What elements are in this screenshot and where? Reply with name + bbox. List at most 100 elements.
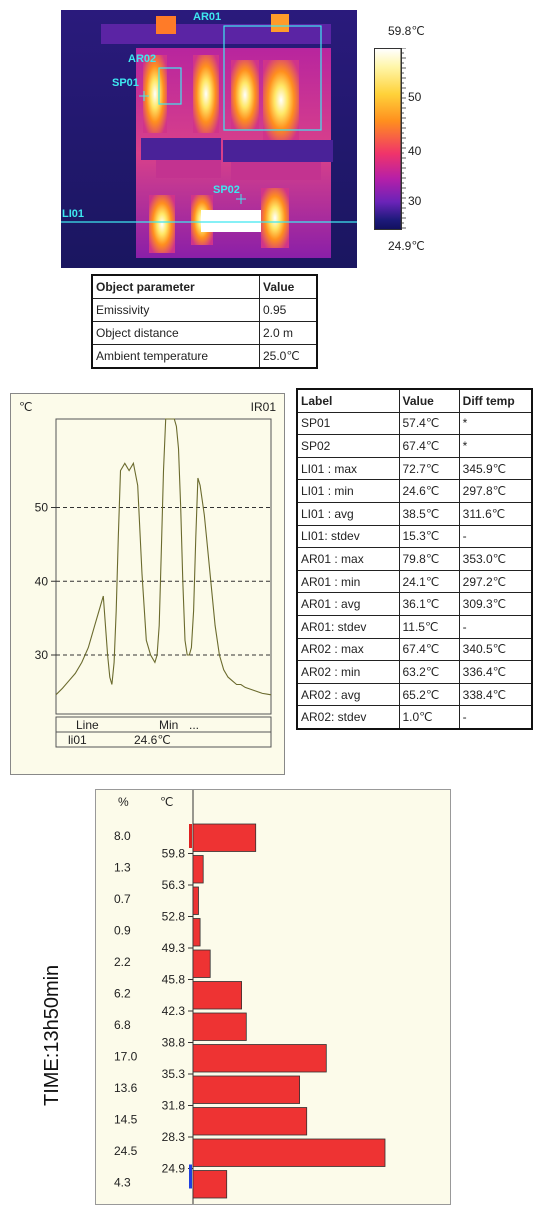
hist-percent-label: 2.2 [114,955,131,969]
table-row: AR02 : min 63.2℃ 336.4℃ [296,660,533,684]
measure-label-cell: AR01 : max [296,547,400,571]
measure-label-cell: AR02: stdev [296,705,400,730]
hist-bar [192,1138,386,1167]
hist-temp-label: 24.9 [162,1162,186,1176]
table-row: LI01: stdev 15.3℃ - [296,524,533,549]
hist-temp-label: 59.8 [162,847,186,861]
measure-header-diff: Diff temp [458,388,533,413]
hist-percent-label: 4.3 [114,1176,131,1190]
profile-legend-col2: Min [159,718,178,732]
hist-percent-label: 13.6 [114,1081,138,1095]
scale-min-label: 24.9℃ [388,239,425,253]
hist-bar [192,918,201,947]
line-profile-chart: ℃ IR01 50 40 30 Line Min ... li01 24.6℃ [19,400,277,748]
thermal-left-band-2 [156,160,226,178]
thermal-hot-top-left [156,16,176,34]
thermal-left-hot-1 [143,55,167,133]
measure-value-cell: 36.1℃ [398,592,460,616]
measure-label-cell: LI01 : min [296,479,400,503]
measure-value-cell: 24.6℃ [398,479,460,503]
measure-diff-cell: 336.4℃ [458,660,533,684]
hist-temp-label: 49.3 [162,941,186,955]
table-row: SP02 67.4℃ * [296,434,533,458]
measure-diff-cell: 338.4℃ [458,682,533,707]
object-parameter-table: Object parameter Value Emissivity 0.95 O… [91,274,318,369]
table-row: SP01 57.4℃ * [296,411,533,436]
measure-value-cell: 15.3℃ [398,524,460,549]
measure-value-cell: 38.5℃ [398,501,460,526]
thermal-top-bar [101,24,331,44]
param-name: Emissivity [91,298,260,322]
profile-legend-col3: ... [189,718,199,732]
measure-label-cell: AR02 : min [296,660,400,684]
table-row: LI01 : avg 38.5℃ 311.6℃ [296,501,533,526]
profile-series-line [55,418,272,696]
profile-legend-name: li01 [68,733,87,747]
hist-bar [192,981,242,1010]
ar01-rect [223,25,322,131]
profile-legend-min: 24.6℃ [134,733,171,747]
sp01-label: SP01 [112,77,139,89]
scale-tick-40: 40 [408,144,422,158]
param-name: Ambient temperature [91,344,260,369]
measure-diff-cell: 309.3℃ [458,592,533,616]
histogram-panel: % ℃ 8.0 1.3 0.7 0.9 2.2 6.2 6.8 17.0 13.6 14.5 24.5 4… [95,789,451,1205]
measure-value-cell: 65.2℃ [398,682,460,707]
measure-diff-cell: * [458,434,533,458]
measure-diff-cell: 340.5℃ [458,637,533,662]
measure-value-cell: 72.7℃ [398,456,460,481]
param-header-value: Value [259,274,318,299]
measure-value-cell: 79.8℃ [398,547,460,571]
profile-title: IR01 [251,400,277,414]
hist-header-percent: % [118,795,129,809]
thermal-svg [61,10,357,268]
measure-diff-cell: 345.9℃ [458,456,533,481]
thermal-image: AR01 AR02 SP01 SP02 LI01 [61,10,357,268]
measure-label-cell: SP02 [296,434,400,458]
measure-value-cell: 11.5℃ [398,614,460,639]
param-header-name: Object parameter [91,274,260,299]
hist-bar [192,855,204,884]
li01-label: LI01 [62,208,85,220]
thermal-left-hot-2 [193,55,219,133]
thermal-right-band [223,140,333,162]
table-row: Object distance 2.0 m [91,321,318,345]
scale-max-label: 59.8℃ [388,24,425,38]
measure-label-cell: LI01: stdev [296,524,400,549]
profile-ytick-label: 30 [35,648,49,662]
table-row: AR02 : avg 65.2℃ 338.4℃ [296,682,533,707]
hist-temp-label: 28.3 [162,1130,186,1144]
param-value: 0.95 [259,298,318,322]
hist-percent-label: 6.2 [114,987,131,1001]
param-name: Object distance [91,321,260,345]
param-value: 25.0℃ [259,344,318,369]
thermal-left-hot-3 [149,195,175,253]
hist-bar [192,823,257,852]
hist-bar [192,886,199,915]
profile-legend-col1: Line [76,718,99,732]
hist-bar [192,1044,327,1073]
profile-ytick-label: 40 [35,574,49,588]
table-row: LI01 : min 24.6℃ 297.8℃ [296,479,533,503]
hist-percent-label: 0.9 [114,924,131,938]
measurement-table: Label Value Diff temp SP01 57.4℃ * SP02 67.4… [296,388,533,730]
hist-temp-label: 56.3 [162,878,186,892]
measure-diff-cell: 311.6℃ [458,501,533,526]
line-profile-panel: ℃ IR01 50 40 30 Line Min... li01 24.6℃ [10,393,285,775]
measure-diff-cell: 353.0℃ [458,547,533,571]
measure-label-cell: AR01 : avg [296,592,400,616]
scale-tick-50: 50 [408,90,422,104]
param-header-row: Object parameter Value [91,274,318,299]
measure-label-cell: AR01 : min [296,569,400,594]
hist-bar [192,1107,308,1136]
ar02-label: AR02 [128,53,157,65]
hist-bar [192,1170,228,1199]
param-value: 2.0 m [259,321,318,345]
ar02-rect [158,67,182,105]
hist-temp-label: 45.8 [162,973,186,987]
hist-percent-label: 17.0 [114,1050,138,1064]
table-row: AR02 : max 67.4℃ 340.5℃ [296,637,533,662]
hist-temp-label: 42.3 [162,1004,186,1018]
measure-header-value: Value [398,388,460,413]
measure-label-cell: SP01 [296,411,400,436]
